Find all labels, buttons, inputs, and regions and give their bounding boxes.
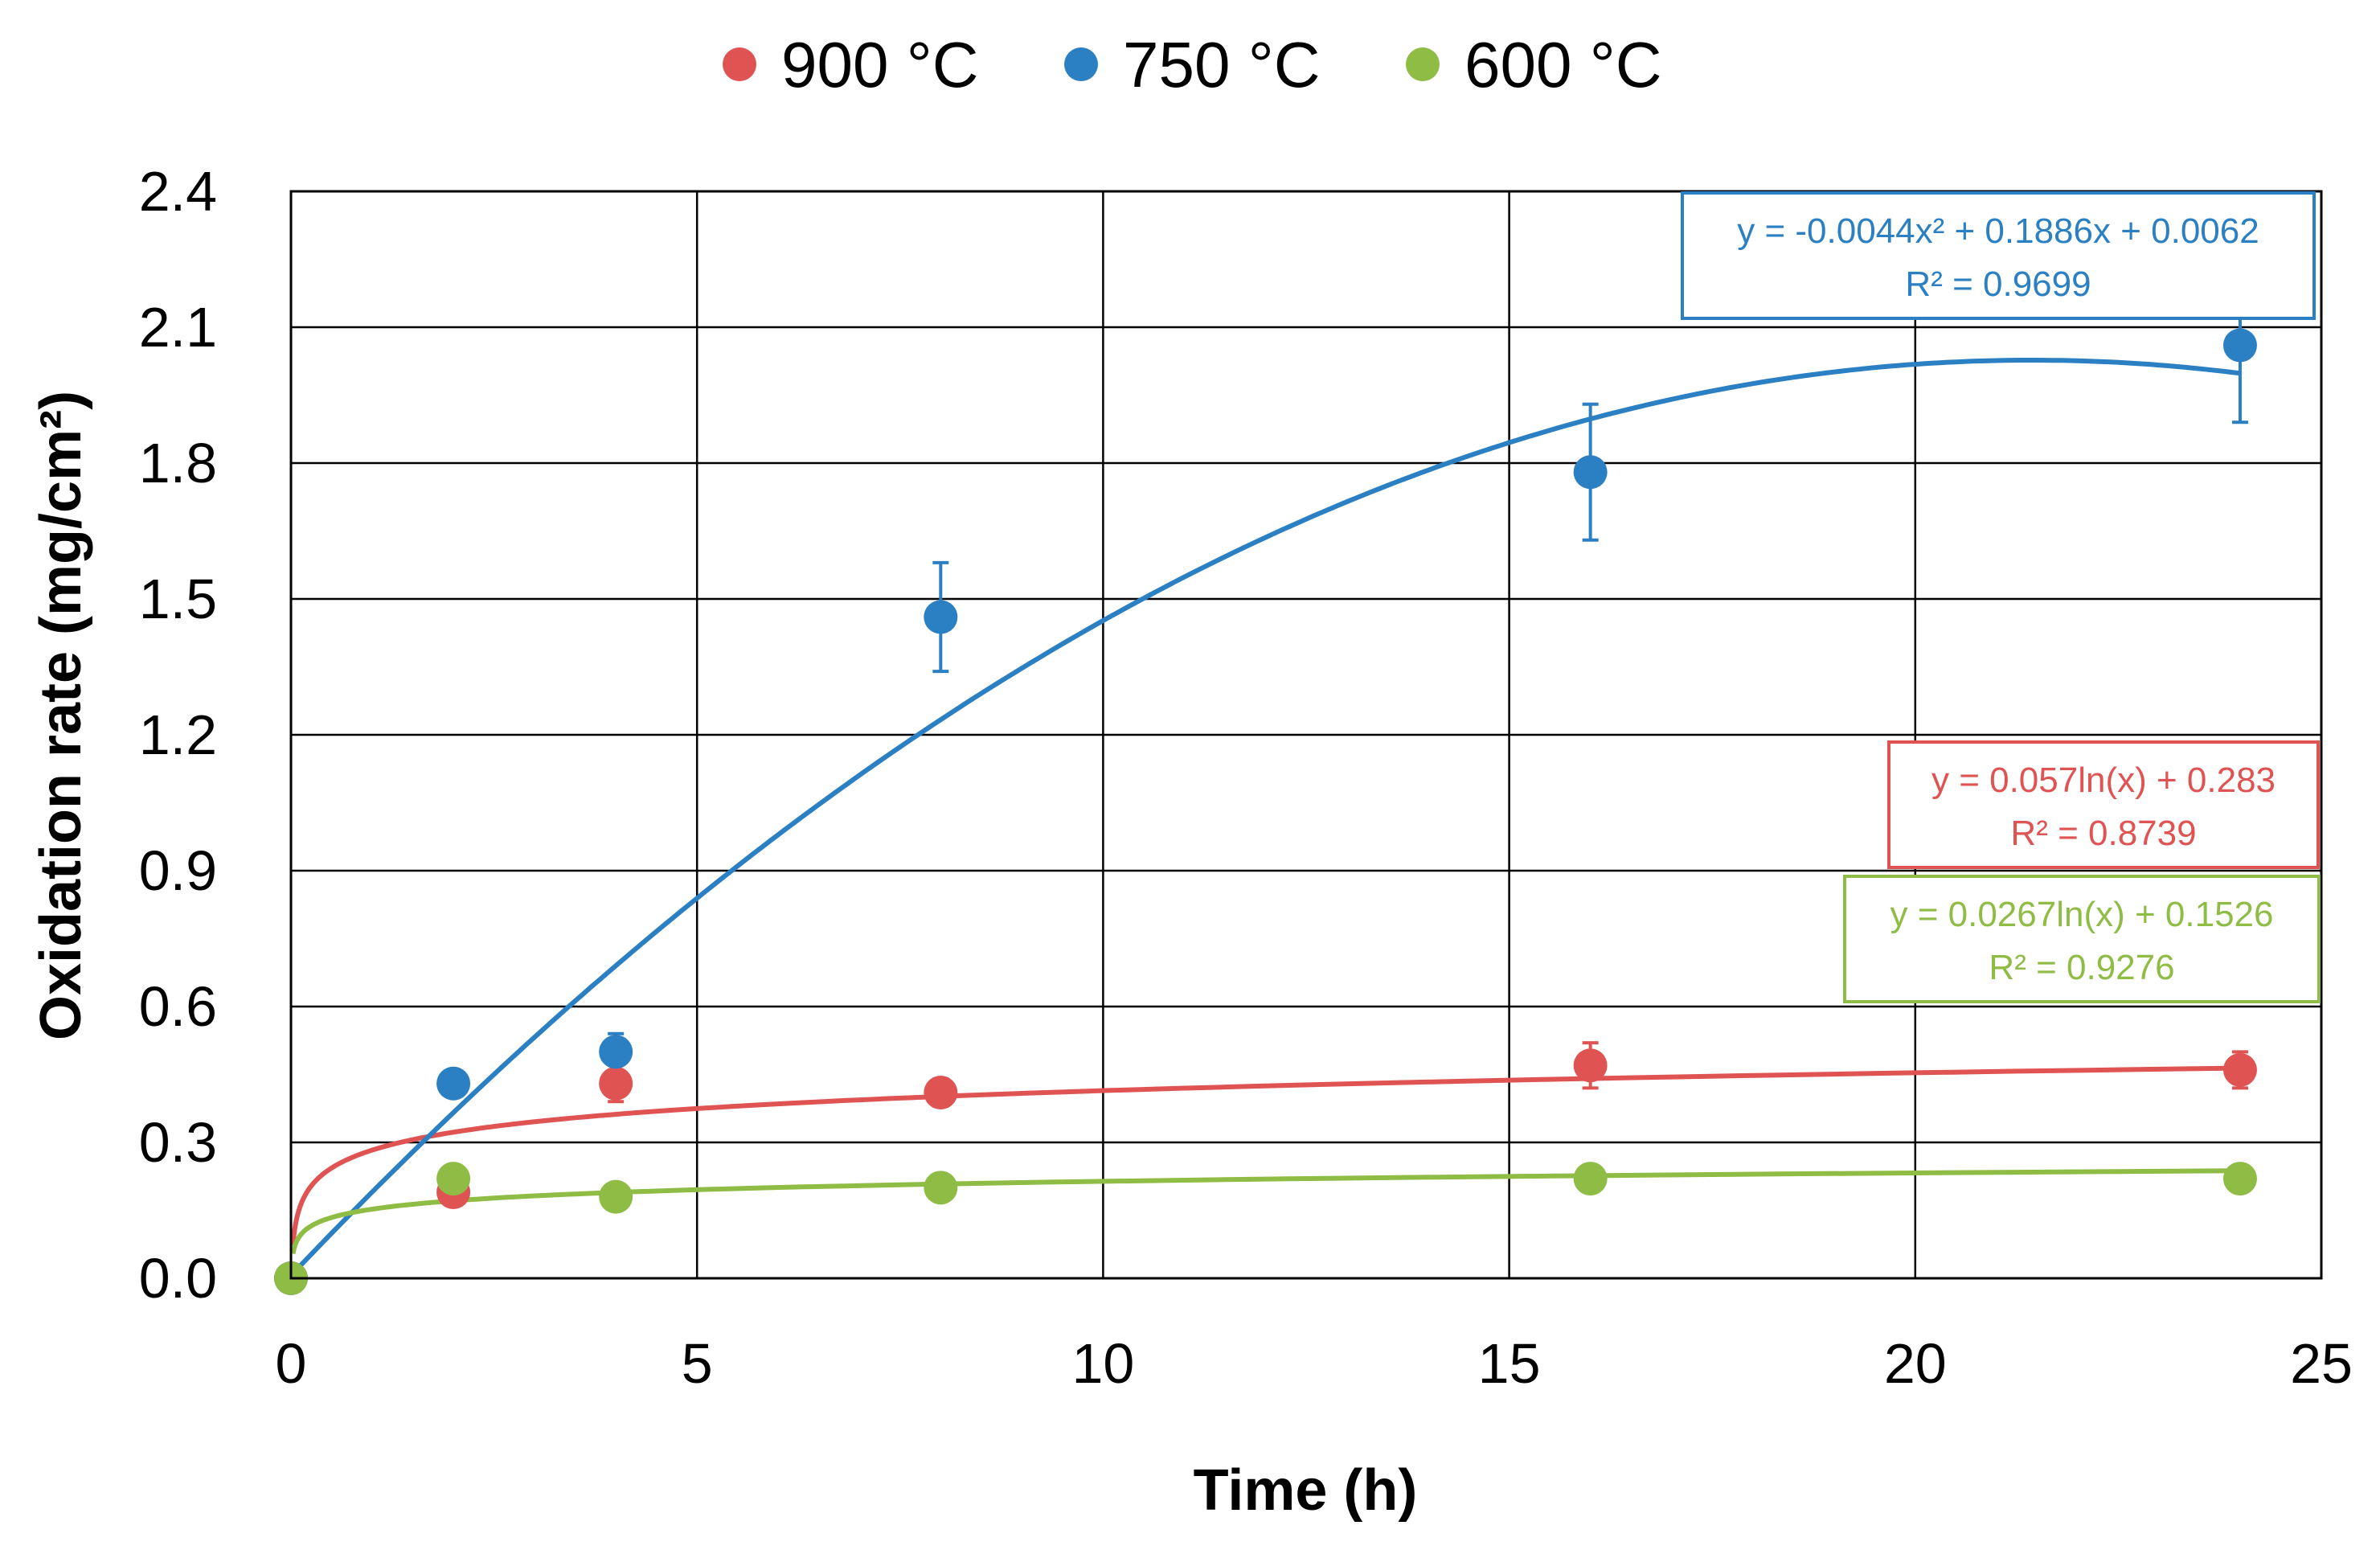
trendline-equation: y = 0.057ln(x) + 0.283: [1931, 761, 2276, 800]
x-tick-label: 10: [1071, 1332, 1134, 1395]
y-tick-label: 0.6: [139, 975, 217, 1038]
y-tick-label: 1.2: [139, 703, 217, 766]
x-tick-label: 20: [1884, 1332, 1947, 1395]
x-tick-label: 0: [276, 1332, 307, 1395]
data-point-series-1: [1573, 455, 1608, 490]
data-point-series-1: [2222, 328, 2257, 363]
data-points: [274, 328, 2257, 1295]
equation-box: [1843, 875, 2321, 1003]
y-axis-title: Oxidation rate (mg/cm²): [29, 391, 93, 1040]
y-tick-label: 1.8: [139, 432, 217, 494]
trendline-series-1: [289, 358, 2241, 1277]
data-point-series-2: [924, 1171, 958, 1205]
y-tick-label: 0.9: [139, 839, 217, 902]
y-tick-label: 2.4: [139, 160, 217, 223]
data-point-series-2: [436, 1162, 471, 1196]
x-axis-ticks: 0 5 10 15 20 25: [276, 1332, 2353, 1395]
data-point-series-0: [1573, 1048, 1608, 1083]
plot-area-frame: [289, 190, 2323, 1280]
legend-label: 600 °C: [1464, 29, 1661, 100]
y-axis-ticks: 0.0 0.3 0.6 0.9 1.2 1.5 1.8 2.1 2.4: [139, 160, 217, 1310]
data-point-series-2: [599, 1179, 633, 1214]
x-tick-label: 15: [1478, 1332, 1541, 1395]
x-tick-label: 25: [2290, 1332, 2353, 1395]
data-point-series-2: [2222, 1162, 2257, 1196]
data-point-series-0: [924, 1076, 958, 1110]
x-axis-title: Time (h): [1194, 1458, 1418, 1523]
equation-box: [1681, 191, 2316, 320]
y-tick-label: 1.5: [139, 568, 217, 630]
trendline-r-squared: R² = 0.8739: [2010, 814, 2196, 853]
trendline-equation: y = 0.0267ln(x) + 0.1526: [1890, 895, 2274, 934]
legend-label: 900 °C: [781, 29, 978, 100]
data-point-series-0: [2222, 1052, 2257, 1087]
legend-marker: [1064, 47, 1098, 81]
y-tick-label: 0.0: [139, 1247, 217, 1310]
y-tick-label: 0.3: [139, 1111, 217, 1174]
trendline-equations: y = -0.0044x² + 0.1886x + 0.0062 R² = 0.9…: [1681, 191, 2321, 1003]
data-point-series-0: [599, 1066, 633, 1101]
legend-marker: [723, 47, 756, 81]
legend-label: 750 °C: [1123, 29, 1320, 100]
data-point-series-1: [924, 600, 958, 634]
legend-marker: [1406, 47, 1440, 81]
x-tick-label: 5: [682, 1332, 713, 1395]
trendline-equation: y = -0.0044x² + 0.1886x + 0.0062: [1737, 211, 2259, 251]
y-tick-label: 2.1: [139, 296, 217, 359]
data-point-series-1: [599, 1035, 633, 1069]
equation-box: [1887, 740, 2320, 869]
trendline-r-squared: R² = 0.9276: [1989, 948, 2174, 987]
trendline-r-squared: R² = 0.9699: [1905, 264, 2091, 304]
legend: 900 °C 750 °C 600 °C: [723, 29, 1661, 100]
data-point-series-2: [1573, 1162, 1608, 1196]
data-point-series-1: [436, 1066, 471, 1101]
